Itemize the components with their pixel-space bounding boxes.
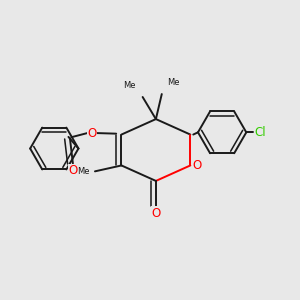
Text: Me: Me [77, 167, 90, 176]
Text: O: O [68, 164, 77, 177]
Text: Me: Me [167, 78, 180, 87]
Text: O: O [151, 206, 160, 220]
Text: O: O [87, 127, 97, 140]
Text: O: O [192, 159, 201, 172]
Text: Me: Me [123, 81, 136, 90]
Text: Cl: Cl [254, 126, 266, 139]
